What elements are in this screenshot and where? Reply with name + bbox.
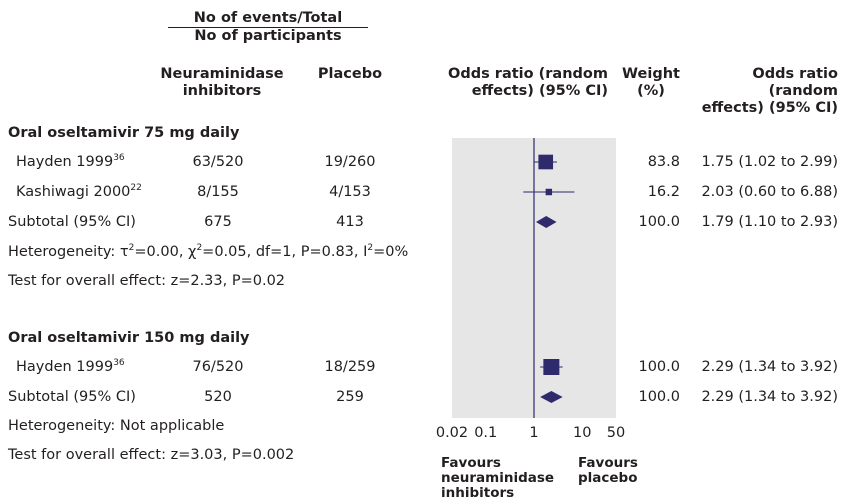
section-title-150mg: Oral oseltamivir 150 mg daily — [8, 330, 250, 346]
study-name: Hayden 199936 — [16, 153, 125, 171]
section-title-75mg: Oral oseltamivir 75 mg daily — [8, 125, 240, 141]
het-eq2: =0.05, df=1, P=0.83, I — [202, 244, 368, 260]
overall-effect-text: Test for overall effect: z=2.33, P=0.02 — [8, 273, 286, 289]
subtotal-ci-text: 2.29 (1.34 to 3.92) — [701, 389, 838, 405]
study-ni: 63/520 — [192, 154, 244, 170]
subtotal-placebo: 259 — [336, 389, 364, 405]
study-name-text: Kashiwagi 2000 — [16, 184, 131, 200]
col-weight-header: Weight (%) — [616, 66, 686, 100]
weight-square — [543, 359, 560, 375]
x-tick-label: 0.02 — [436, 425, 468, 441]
col-or-header: Odds ratio (random effects) (95% CI) — [448, 66, 608, 100]
het-eq1: =0.00, — [134, 244, 189, 260]
col-or2-header: Odds ratio (random effects) (95% CI) — [680, 66, 838, 117]
subtotal-weight: 100.0 — [638, 389, 680, 405]
subtotal-placebo: 413 — [336, 214, 364, 230]
subtotal-label: Subtotal (95% CI) — [8, 389, 136, 405]
subtotal-ni: 675 — [204, 214, 232, 230]
subtotal-ni: 520 — [204, 389, 232, 405]
study-ref: 36 — [113, 358, 125, 368]
study-weight: 83.8 — [647, 154, 680, 170]
het-sup: 2 — [128, 243, 135, 253]
subtotal-weight: 100.0 — [638, 214, 680, 230]
het-sup: 2 — [367, 243, 374, 253]
favours-left-line1: Favours — [441, 455, 501, 471]
study-weight: 16.2 — [647, 184, 680, 200]
study-ref: 22 — [130, 183, 142, 193]
overall-effect-text: Test for overall effect: z=3.03, P=0.002 — [8, 447, 295, 463]
heterogeneity-text: Heterogeneity: τ2=0.00, χ2=0.05, df=1, P… — [8, 243, 408, 261]
het-prefix: Heterogeneity: — [8, 244, 120, 260]
col-placebo-header: Placebo — [317, 66, 383, 82]
study-name-text: Hayden 1999 — [16, 154, 114, 170]
x-tick-label: 1 — [529, 425, 538, 441]
col-or2-header-line2: effects) (95% CI) — [701, 100, 838, 116]
study-ci-text: 2.29 (1.34 to 3.92) — [701, 359, 838, 375]
het-sup: 2 — [196, 243, 203, 253]
subtotal-diamond — [535, 216, 557, 228]
subtotal-label: Subtotal (95% CI) — [8, 214, 136, 230]
favours-left-line3: inhibitors — [441, 485, 515, 501]
study-ni: 8/155 — [197, 184, 239, 200]
col-ni-header: Neuraminidase inhibitors — [152, 66, 292, 100]
subtotal-diamond — [540, 391, 563, 403]
col-ni-header-line2: inhibitors — [182, 83, 262, 99]
col-weight-header-line2: (%) — [637, 83, 665, 99]
events-header-line2: No of participants — [168, 27, 368, 45]
weight-square — [545, 188, 553, 196]
study-name: Kashiwagi 200022 — [16, 183, 142, 201]
col-ni-header-line1: Neuraminidase — [160, 66, 284, 82]
favours-left-label: Favours neuraminidase inhibitors — [441, 456, 554, 501]
study-ci-text: 2.03 (0.60 to 6.88) — [701, 184, 838, 200]
study-placebo: 18/259 — [324, 359, 376, 375]
favours-right-label: Favours placebo — [578, 456, 638, 486]
col-or2-header-line1: Odds ratio (random — [752, 66, 838, 99]
col-or-header-line2: effects) (95% CI) — [471, 83, 608, 99]
favours-right-line1: Favours — [578, 455, 638, 471]
favours-right-line2: placebo — [578, 470, 638, 486]
study-name: Hayden 199936 — [16, 358, 125, 376]
x-tick-label: 50 — [607, 425, 625, 441]
x-tick-label: 10 — [573, 425, 591, 441]
col-or-header-line1: Odds ratio (random — [448, 66, 608, 82]
study-placebo: 4/153 — [329, 184, 371, 200]
x-tick-label: 0.1 — [474, 425, 497, 441]
het-eq3: =0% — [373, 244, 409, 260]
study-ci-text: 1.75 (1.02 to 2.99) — [701, 154, 838, 170]
study-weight: 100.0 — [638, 359, 680, 375]
col-weight-header-line1: Weight — [622, 66, 680, 82]
events-header: No of events/Total No of participants — [168, 10, 368, 45]
study-name-text: Hayden 1999 — [16, 359, 114, 375]
favours-left-line2: neuraminidase — [441, 470, 555, 486]
study-ni: 76/520 — [192, 359, 244, 375]
het-tau: τ — [119, 244, 129, 260]
het-chi: χ — [188, 244, 197, 260]
subtotal-ci-text: 1.79 (1.10 to 2.93) — [701, 214, 838, 230]
study-placebo: 19/260 — [324, 154, 376, 170]
events-header-line1: No of events/Total — [193, 10, 343, 26]
heterogeneity-text: Heterogeneity: Not applicable — [8, 418, 225, 434]
weight-square — [538, 154, 554, 170]
study-ref: 36 — [113, 153, 125, 163]
